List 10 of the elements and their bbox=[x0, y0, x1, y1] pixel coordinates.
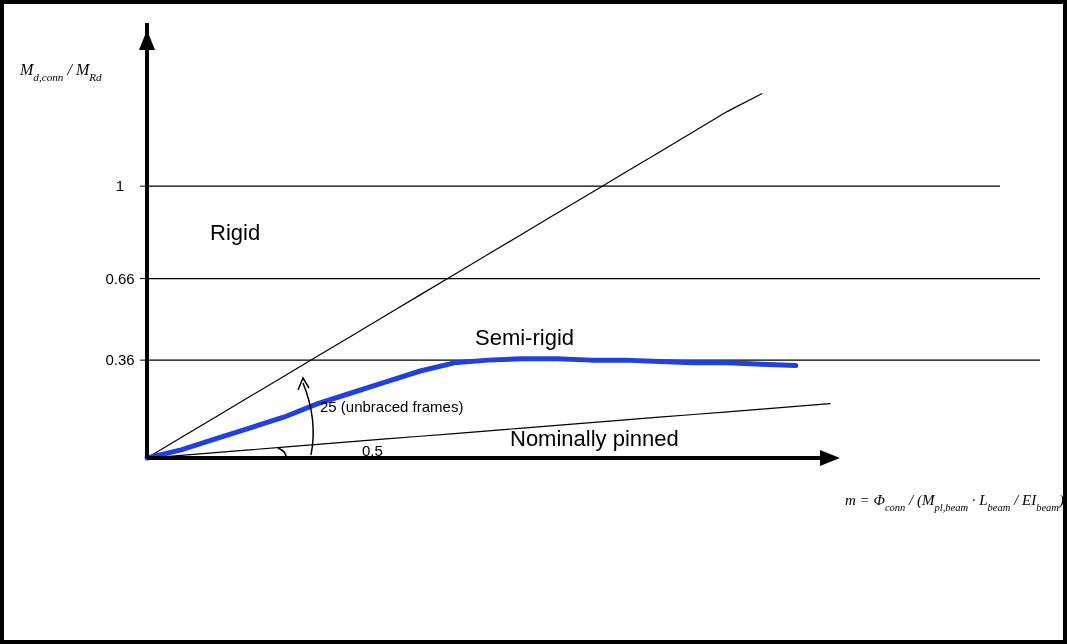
annotation: Nominally pinned bbox=[510, 426, 679, 451]
annotation: 25 (unbraced frames) bbox=[320, 398, 464, 415]
y-axis-title: M$_{d,conn}$ / M$_{Rd}$ bbox=[19, 61, 103, 83]
annotation: Rigid bbox=[210, 220, 261, 245]
y-tick-label: 0.36 bbox=[105, 351, 135, 369]
y-tick-label: 1 bbox=[115, 177, 125, 195]
annotation: 0.5 bbox=[362, 442, 383, 459]
text: m = Φ$_{conn}$ / (M$_{pl,beam}$ · L$_{beam}$ / EI$_{beam}$) bbox=[845, 492, 1064, 513]
annotation: Semi-rigid bbox=[475, 325, 575, 350]
y-tick-label: 0.66 bbox=[105, 269, 135, 287]
